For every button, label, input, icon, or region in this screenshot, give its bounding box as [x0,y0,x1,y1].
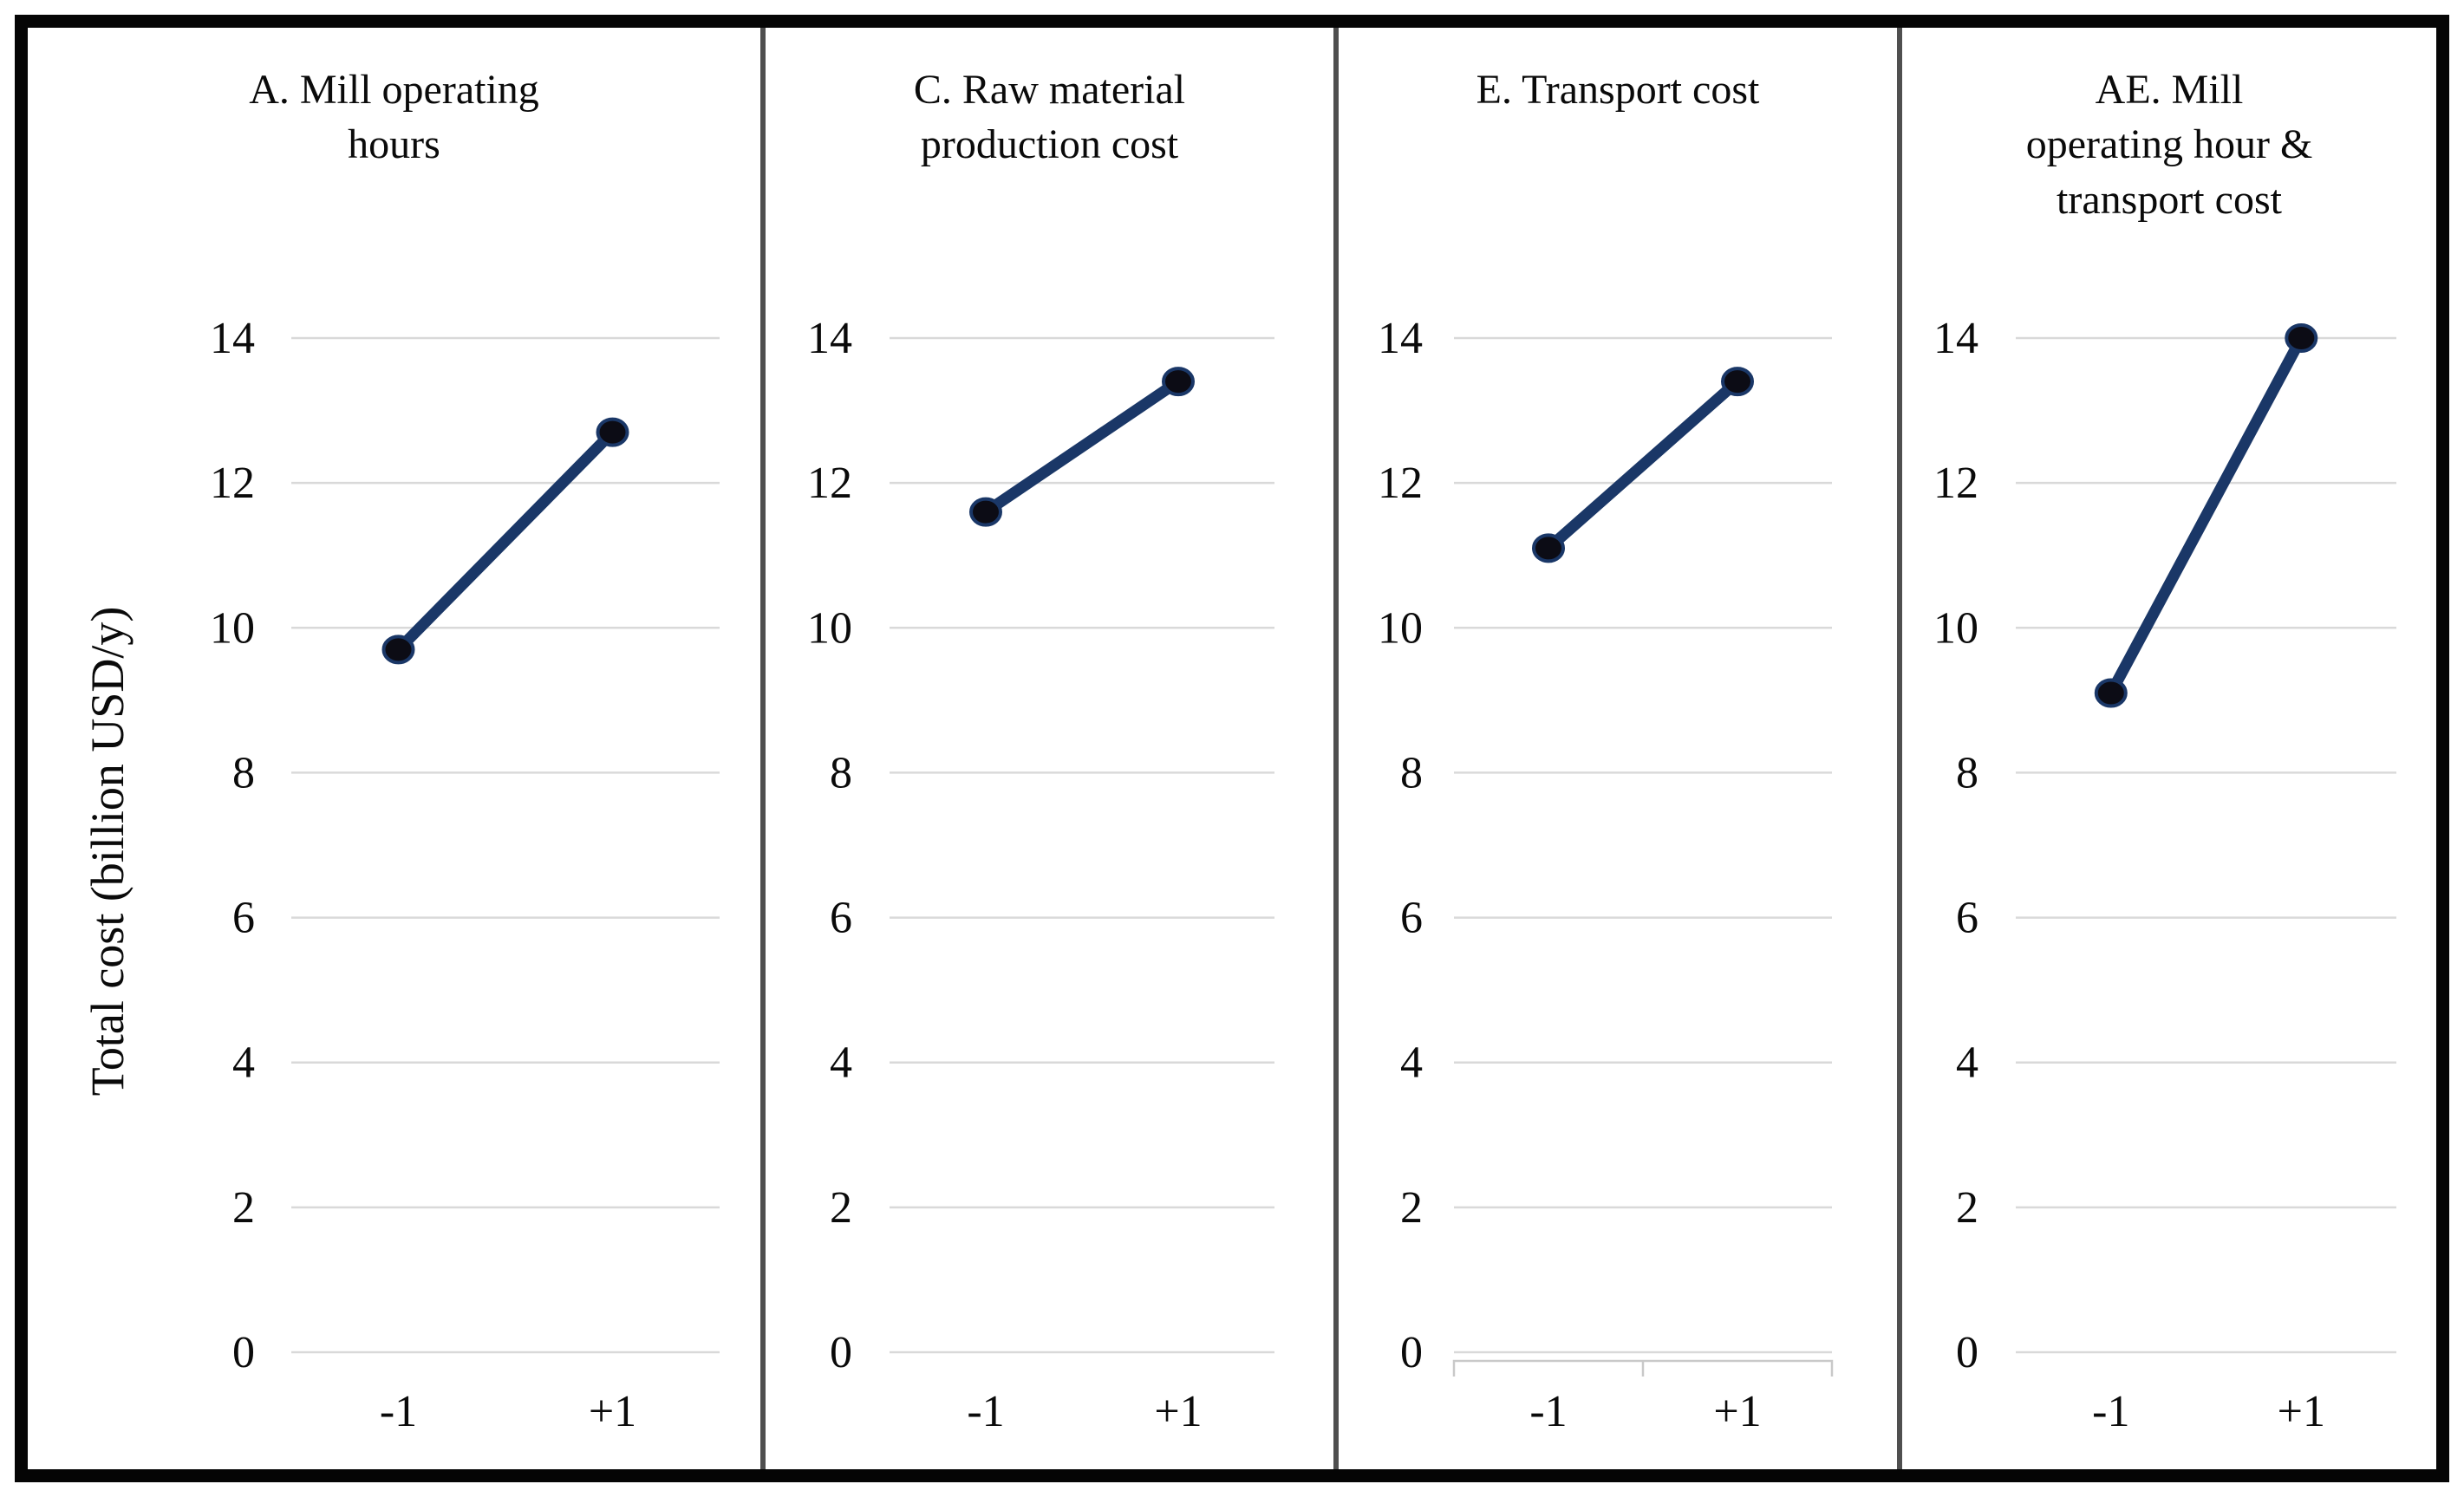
panel-c-raw-material-production-cost: C. Raw material production cost 0 2 4 6 8 10 1… [766,28,1333,1469]
y-tick-label: 14 [1378,314,1423,363]
data-point [1721,367,1754,397]
y-tick-label: 2 [232,1183,255,1233]
y-tick-label: 10 [807,603,852,653]
x-tick-label: -1 [2092,1387,2129,1436]
data-line [1542,375,1744,554]
y-tick-label: 8 [232,748,255,797]
panel-a-title: A. Mill operating hours [249,67,539,168]
panel-e-title: E. Transport cost [1476,67,1760,113]
data-line [980,375,1184,518]
data-point [2094,678,2128,708]
panel-a-mill-operating-hours: A. Mill operating hours Total cost (bill… [28,28,760,1469]
y-tick-label: 0 [1400,1328,1423,1377]
y-tick-label: 0 [1956,1328,1978,1377]
y-tick-label: 6 [830,894,852,943]
panel-divider [760,28,766,1469]
x-tick-label: +1 [2278,1387,2325,1436]
panel-a-plot: 0 2 4 6 8 10 12 14 -1 +1 [210,314,720,1436]
figure-frame: A. Mill operating hours Total cost (bill… [15,15,2449,1482]
y-tick-label: 12 [807,459,852,508]
y-tick-label: 8 [1956,748,1978,797]
y-tick-label: 8 [830,748,852,797]
y-tick-label: 2 [830,1183,852,1233]
x-tick-label: +1 [589,1387,636,1436]
y-tick-label: 6 [1956,894,1978,943]
panel-ae-mill-operating-hour-and-transport-cost: AE. Mill operating hour & transport cost… [1902,28,2436,1469]
data-point [596,417,629,447]
y-tick-label: 4 [830,1038,852,1088]
x-tick-label: -1 [1529,1387,1567,1436]
y-tick-label: 12 [1378,459,1423,508]
panel-divider [1333,28,1339,1469]
data-point [381,635,415,665]
data-point [1532,533,1565,563]
panel-ae-title: AE. Mill operating hour & transport cost [2025,67,2313,223]
y-tick-label: 10 [1933,603,1978,653]
y-tick-label: 14 [1933,314,1978,363]
panel-ae-plot: 0 2 4 6 8 10 12 14 -1 +1 [1933,314,2396,1436]
y-tick-label: 6 [232,894,255,943]
panel-c-plot: 0 2 4 6 8 10 12 14 -1 +1 [807,314,1274,1436]
x-tick-label: -1 [967,1387,1004,1436]
x-axis-bracket [1452,1359,1834,1377]
panel-c-title: C. Raw material production cost [913,67,1186,168]
data-line [393,426,618,655]
y-tick-label: 2 [1400,1183,1423,1233]
data-point [2285,323,2318,353]
panel-e-transport-cost: E. Transport cost 0 2 4 6 8 10 12 14 -1 +1 [1339,28,1897,1469]
panel-divider [1897,28,1902,1469]
x-tick-label: -1 [380,1387,417,1436]
y-tick-label: 6 [1400,894,1423,943]
data-line [2105,332,2307,699]
y-tick-label: 14 [807,314,852,363]
y-tick-label: 4 [1400,1038,1423,1088]
x-tick-label: +1 [1154,1387,1202,1436]
data-point [969,497,1002,527]
y-tick-label: 10 [210,603,255,653]
y-tick-label: 8 [1400,748,1423,797]
panel-e-plot: 0 2 4 6 8 10 12 14 -1 +1 [1378,314,1834,1436]
y-tick-label: 0 [232,1328,255,1377]
y-tick-label: 4 [1956,1038,1978,1088]
y-tick-label: 12 [1933,459,1978,508]
data-point [1162,367,1195,397]
y-tick-label: 0 [830,1328,852,1377]
y-tick-label: 2 [1956,1183,1978,1233]
y-tick-label: 4 [232,1038,255,1088]
y-tick-label: 12 [210,459,255,508]
x-tick-label: +1 [1713,1387,1761,1436]
y-tick-label: 10 [1378,603,1423,653]
y-tick-label: 14 [210,314,255,363]
